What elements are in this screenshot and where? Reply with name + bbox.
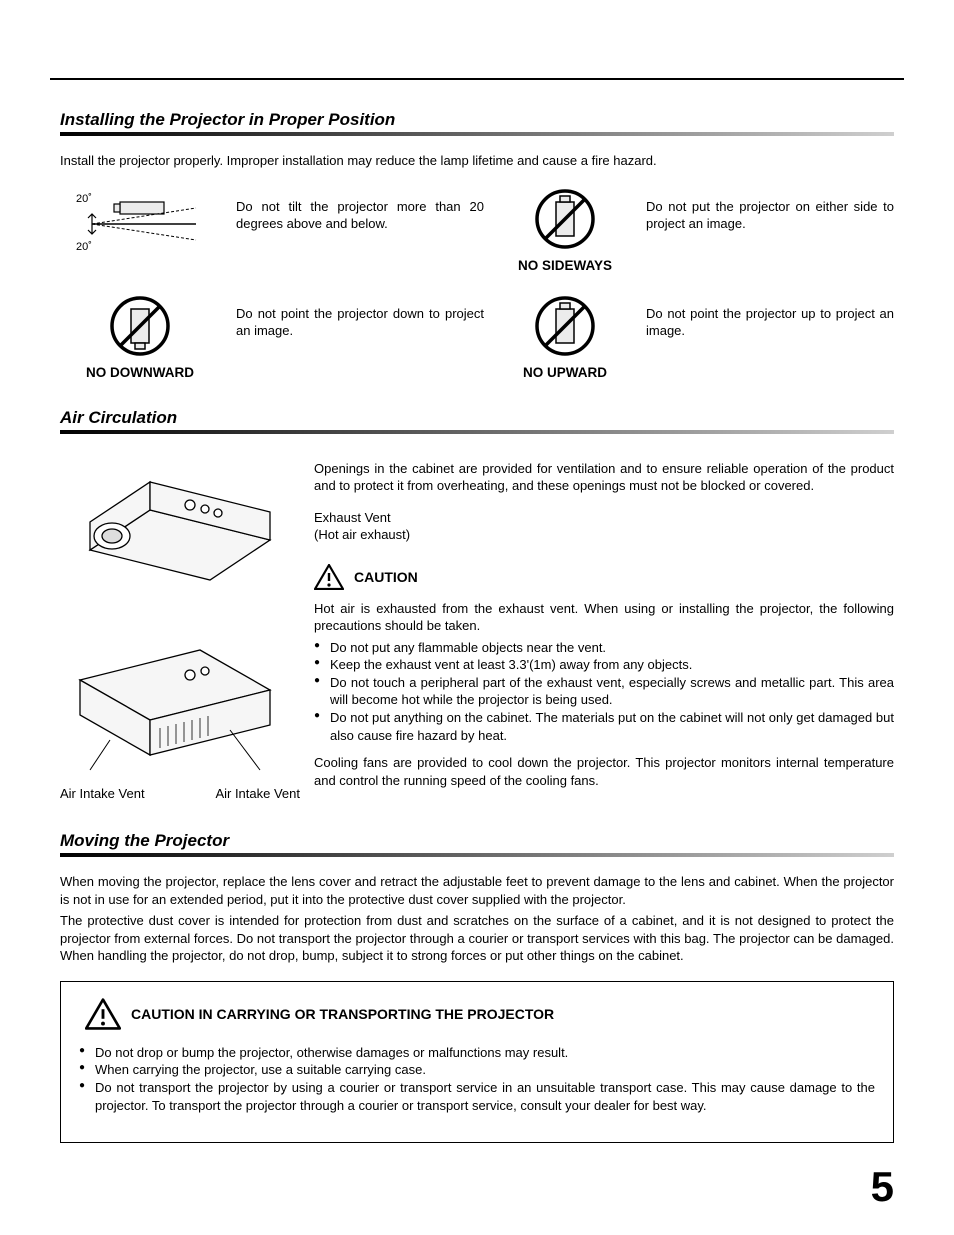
- intake-labels-row: Air Intake Vent Air Intake Vent: [60, 786, 300, 801]
- no-downward-icon: [105, 291, 175, 361]
- downward-caption: NO DOWNWARD: [60, 365, 220, 380]
- sideways-text: Do not put the projector on either side …: [646, 184, 894, 233]
- downward-icon-cell: NO DOWNWARD: [60, 291, 220, 380]
- warning-icon: [314, 564, 344, 590]
- intake-right-label: Air Intake Vent: [215, 786, 300, 801]
- exhaust-label1: Exhaust Vent: [314, 510, 391, 525]
- content-area: Installing the Projector in Proper Posit…: [60, 70, 894, 1143]
- tilt-top-angle: 20˚: [76, 193, 92, 205]
- no-upward-icon: [530, 291, 600, 361]
- tilt-diagram-cell: 20˚ 20˚: [60, 184, 220, 264]
- projector-front-icon: [60, 450, 290, 590]
- section2-title: Air Circulation: [60, 408, 894, 428]
- section1-title: Installing the Projector in Proper Posit…: [60, 110, 894, 130]
- warning-icon: [85, 998, 121, 1030]
- exhaust-label-block: Exhaust Vent (Hot air exhaust): [314, 509, 894, 544]
- air-images-col: Air Intake Vent Air Intake Vent: [60, 450, 300, 804]
- air-bullet-3: Do not touch a peripheral part of the ex…: [314, 674, 894, 709]
- sideways-icon-cell: NO SIDEWAYS: [500, 184, 630, 273]
- transport-bullet-2: When carrying the projector, use a suita…: [79, 1061, 875, 1079]
- tilt-diagram-icon: 20˚ 20˚: [70, 184, 210, 264]
- tilt-text: Do not tilt the projector more than 20 d…: [236, 184, 484, 233]
- exhaust-label2: (Hot air exhaust): [314, 527, 410, 542]
- upward-text: Do not point the projector up to project…: [646, 291, 894, 340]
- air-text-col: Openings in the cabinet are provided for…: [314, 450, 894, 804]
- manual-page: Installing the Projector in Proper Posit…: [0, 0, 954, 1235]
- sideways-caption: NO SIDEWAYS: [500, 258, 630, 273]
- transport-bullet-1: Do not drop or bump the projector, other…: [79, 1044, 875, 1062]
- no-sideways-icon: [530, 184, 600, 254]
- page-number: 5: [871, 1163, 894, 1211]
- air-caution-label: CAUTION: [354, 569, 418, 585]
- air-para1: Openings in the cabinet are provided for…: [314, 460, 894, 495]
- air-grid: Air Intake Vent Air Intake Vent Openings…: [60, 450, 894, 804]
- section1-rule: [60, 132, 894, 136]
- transport-caution-header: CAUTION IN CARRYING OR TRANSPORTING THE …: [85, 998, 875, 1030]
- section3-rule: [60, 853, 894, 857]
- transport-caution-box: CAUTION IN CARRYING OR TRANSPORTING THE …: [60, 981, 894, 1143]
- downward-text: Do not point the projector down to proje…: [236, 291, 484, 340]
- air-bullet-2: Keep the exhaust vent at least 3.3'(1m) …: [314, 656, 894, 674]
- projector-rear-icon: [60, 620, 290, 780]
- section3-title: Moving the Projector: [60, 831, 894, 851]
- air-para3: Cooling fans are provided to cool down t…: [314, 754, 894, 789]
- air-para2: Hot air is exhausted from the exhaust ve…: [314, 600, 894, 635]
- air-bullet-4: Do not put anything on the cabinet. The …: [314, 709, 894, 744]
- transport-bullet-3: Do not transport the projector by using …: [79, 1079, 875, 1114]
- install-grid: 20˚ 20˚ Do not tilt the projector more t…: [60, 184, 894, 380]
- header-rule: [50, 78, 904, 80]
- air-bullet-1: Do not put any flammable objects near th…: [314, 639, 894, 657]
- intake-left-label: Air Intake Vent: [60, 786, 145, 801]
- upward-icon-cell: NO UPWARD: [500, 291, 630, 380]
- section2-rule: [60, 430, 894, 434]
- transport-caution-label: CAUTION IN CARRYING OR TRANSPORTING THE …: [131, 1006, 554, 1022]
- air-bullets: Do not put any flammable objects near th…: [314, 639, 894, 744]
- section1-intro: Install the projector properly. Improper…: [60, 152, 894, 170]
- air-caution-header: CAUTION: [314, 564, 894, 590]
- upward-caption: NO UPWARD: [500, 365, 630, 380]
- transport-bullets: Do not drop or bump the projector, other…: [79, 1044, 875, 1114]
- tilt-bottom-angle: 20˚: [76, 241, 92, 253]
- moving-para2: The protective dust cover is intended fo…: [60, 912, 894, 965]
- moving-para1: When moving the projector, replace the l…: [60, 873, 894, 908]
